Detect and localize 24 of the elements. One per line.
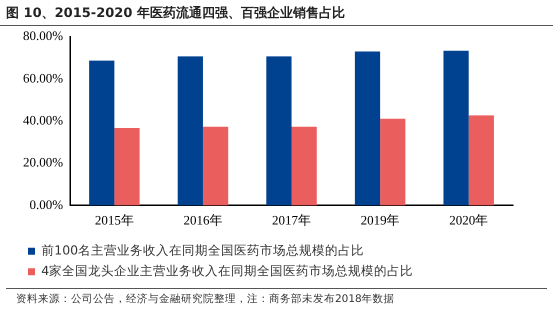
x-tick-label: 2016年 — [183, 212, 222, 228]
y-tick-label: 0.00% — [29, 196, 64, 212]
bar — [354, 52, 380, 206]
bar — [202, 126, 228, 206]
y-tick-label: 80.00% — [22, 28, 64, 44]
x-tick-label: 2015年 — [94, 212, 134, 228]
x-tick-label: 2017年 — [272, 212, 312, 228]
text: 资料来源：公司公告，经济与金融研究院整理，注：商务部未发布2018年数据 — [6, 288, 547, 309]
y-tick-label: 20.00% — [22, 154, 64, 170]
bar — [266, 56, 292, 206]
bar — [114, 128, 140, 206]
legend-label: 前100名主营业务收入在同期全国医药市场总规模的占比 — [41, 242, 364, 258]
y-tick-label: 40.00% — [22, 112, 64, 128]
y-tick-label: 60.00% — [22, 70, 64, 86]
bar — [178, 56, 203, 206]
bar — [380, 118, 406, 206]
x-tick-label: 2019年 — [360, 212, 400, 228]
x-tick-label: 2020年 — [449, 212, 488, 228]
bar — [89, 60, 114, 206]
legend-label: 4家全国龙头企业主营业务收入在同期全国医药市场总规模的占比 — [41, 263, 414, 278]
bar — [468, 115, 494, 206]
chart-title: 图 10、2015-2020 年医药流通四强、百强企业销售占比 — [0, 0, 553, 26]
bar — [443, 50, 469, 206]
bar — [292, 126, 317, 206]
